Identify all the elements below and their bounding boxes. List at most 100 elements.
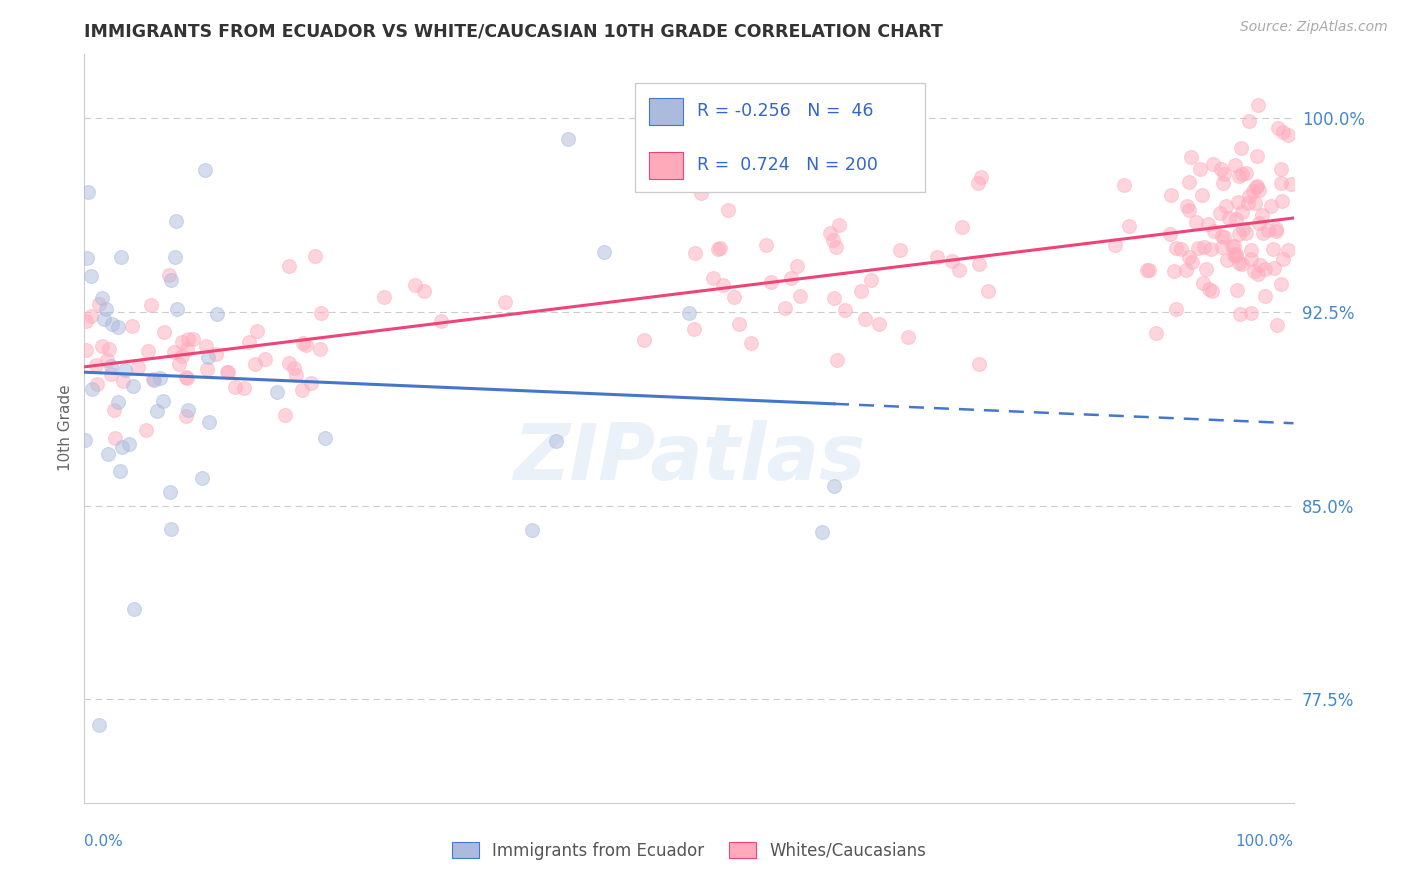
Point <box>1227 227 1250 241</box>
Point <box>1170 242 1192 256</box>
Point <box>709 241 731 255</box>
Point <box>1188 161 1211 176</box>
Point <box>633 333 655 347</box>
Point <box>1264 224 1286 238</box>
Point <box>969 357 991 371</box>
Point <box>823 479 845 493</box>
Point <box>194 339 217 353</box>
Point <box>232 381 254 395</box>
Point <box>167 357 190 371</box>
Point <box>1251 208 1274 222</box>
Point <box>707 242 730 256</box>
Point <box>1213 168 1236 182</box>
Point <box>91 291 114 305</box>
Text: 100.0%: 100.0% <box>1236 834 1294 849</box>
Point <box>1202 224 1225 238</box>
Point <box>1209 206 1232 220</box>
Point <box>1265 318 1288 332</box>
Point <box>1211 240 1233 254</box>
Point <box>685 246 707 260</box>
Point <box>827 218 849 232</box>
Point <box>789 289 811 303</box>
FancyBboxPatch shape <box>634 84 925 192</box>
Point <box>723 290 745 304</box>
Point <box>217 366 239 380</box>
Point <box>309 306 332 320</box>
Point <box>1201 284 1223 298</box>
Point <box>304 249 326 263</box>
Point <box>76 252 98 266</box>
Point <box>97 447 120 461</box>
Point <box>157 268 180 283</box>
Point <box>253 351 276 366</box>
Point <box>1253 289 1275 303</box>
Point <box>977 284 1000 298</box>
Point <box>897 330 920 344</box>
Point <box>1260 199 1282 213</box>
Point <box>170 349 193 363</box>
Point <box>557 132 579 146</box>
Point <box>291 383 314 397</box>
Point <box>1192 240 1215 254</box>
Point <box>1265 222 1288 236</box>
Point <box>1178 251 1201 265</box>
Point <box>217 365 239 379</box>
Point <box>851 284 873 298</box>
Point <box>294 337 316 351</box>
Point <box>111 441 134 455</box>
Point <box>727 317 749 331</box>
Point <box>773 301 796 315</box>
Point <box>702 270 724 285</box>
Point <box>152 394 174 409</box>
Point <box>1164 241 1187 255</box>
Point <box>75 314 97 328</box>
Point <box>520 524 543 538</box>
Point <box>1270 161 1292 176</box>
Point <box>142 373 165 387</box>
Point <box>181 332 204 346</box>
Point <box>740 335 762 350</box>
Point <box>950 219 973 234</box>
Point <box>107 395 129 409</box>
Point <box>1232 222 1254 236</box>
Point <box>152 326 174 340</box>
Point <box>430 314 453 328</box>
Point <box>299 376 322 390</box>
Point <box>191 471 214 485</box>
Point <box>1279 177 1302 191</box>
Point <box>1272 252 1295 266</box>
Point <box>1159 227 1181 241</box>
Point <box>135 423 157 437</box>
Point <box>1114 178 1136 193</box>
Point <box>404 278 426 293</box>
Point <box>1246 98 1268 112</box>
Point <box>1270 176 1292 190</box>
Point <box>1244 195 1267 210</box>
Point <box>1246 179 1268 194</box>
Point <box>204 347 226 361</box>
Point <box>104 431 127 445</box>
Point <box>1240 252 1263 266</box>
Point <box>1216 252 1239 267</box>
Point <box>197 362 219 376</box>
Point <box>1244 180 1267 194</box>
Point <box>1234 166 1257 180</box>
Point <box>1160 188 1182 202</box>
Point <box>1226 195 1249 210</box>
Point <box>103 403 125 417</box>
Point <box>818 226 841 240</box>
Point <box>224 380 246 394</box>
Point <box>1137 262 1160 277</box>
Point <box>142 372 165 386</box>
Point <box>82 382 104 396</box>
Point <box>1163 264 1185 278</box>
Point <box>373 290 395 304</box>
Point <box>174 369 197 384</box>
Point <box>159 485 181 500</box>
Point <box>1212 176 1234 190</box>
Point <box>1222 247 1244 261</box>
Point <box>1230 205 1253 219</box>
Point <box>868 318 890 332</box>
Point <box>177 403 200 417</box>
Point <box>80 310 103 324</box>
